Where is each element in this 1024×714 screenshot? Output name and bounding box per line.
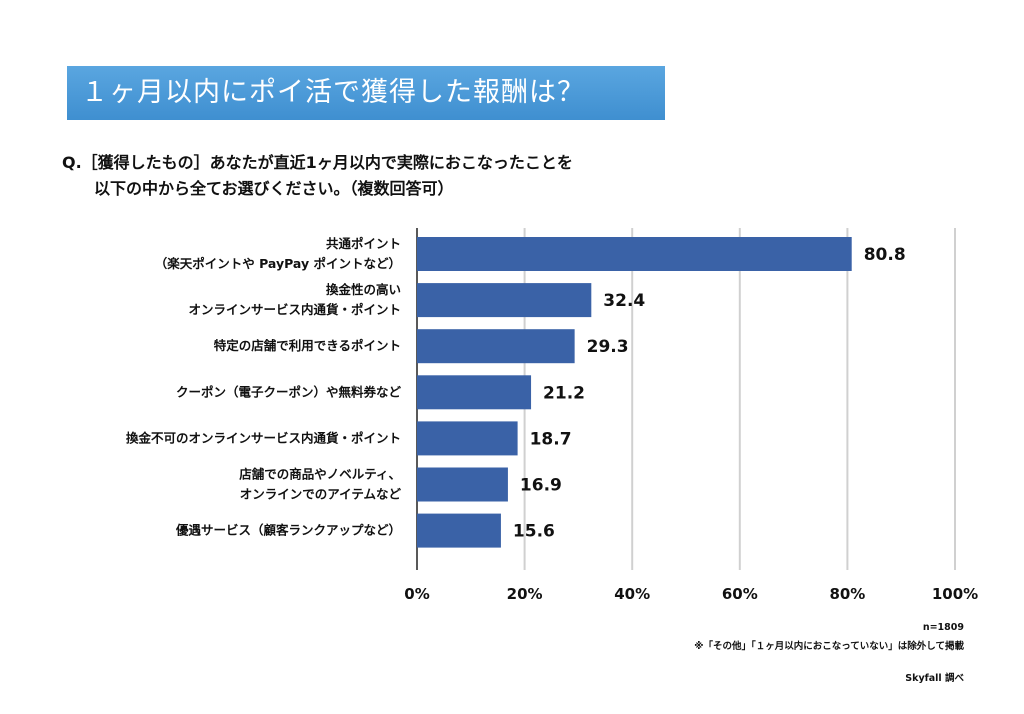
survey-question: Q.［獲得したもの］あなたが直近1ヶ月以内で実際におこなったことを以下の中から全… [62, 150, 573, 202]
category-label: 優遇サービス（顧客ランクアップなど） [175, 523, 401, 538]
value-label: 21.2 [543, 383, 585, 403]
question-line-1: Q.［獲得したもの］あなたが直近1ヶ月以内で実際におこなったことを [62, 153, 573, 172]
value-label: 80.8 [864, 245, 906, 265]
bar [417, 513, 501, 548]
sample-size: n=1809 [922, 622, 964, 633]
category-label: 換金性の高い [326, 282, 401, 297]
x-tick-label: 80% [829, 585, 865, 603]
bar [417, 283, 592, 318]
x-tick-label: 0% [404, 585, 429, 603]
x-tick-label: 40% [614, 585, 650, 603]
x-tick-label: 20% [507, 585, 543, 603]
value-label: 16.9 [520, 476, 562, 496]
category-label: クーポン（電子クーポン）や無料券など [176, 384, 402, 399]
value-label: 32.4 [603, 291, 645, 311]
category-label: 共通ポイント [326, 236, 401, 251]
category-label: 店舗での商品やノベルティ、 [239, 467, 401, 482]
value-label: 29.3 [587, 337, 629, 357]
bar [417, 467, 508, 502]
x-tick-label: 60% [722, 585, 758, 603]
category-label: オンラインサービス内通貨・ポイント [188, 302, 401, 317]
category-label: （楽天ポイントや PayPay ポイントなど） [155, 256, 401, 271]
value-label: 15.6 [513, 522, 555, 542]
bar [417, 329, 575, 364]
page-title: １ヶ月以内にポイ活で獲得した報酬は？ [67, 66, 665, 120]
value-label: 18.7 [530, 429, 572, 449]
bar [417, 375, 532, 410]
question-line-2: 以下の中から全てお選びください。（複数回答可） [94, 179, 454, 198]
x-tick-label: 100% [932, 585, 978, 603]
category-label: オンラインでのアイテムなど [240, 487, 402, 502]
category-label: 特定の店舗で利用できるポイント [214, 338, 401, 353]
bar [417, 421, 518, 456]
exclusion-note: ※「その他」「１ヶ月以内におこなっていない」は除外して掲載 [694, 641, 964, 652]
category-label: 換金不可のオンラインサービス内通貨・ポイント [126, 430, 401, 445]
source-note: Skyfall 調べ [905, 673, 964, 684]
bar [417, 237, 852, 271]
